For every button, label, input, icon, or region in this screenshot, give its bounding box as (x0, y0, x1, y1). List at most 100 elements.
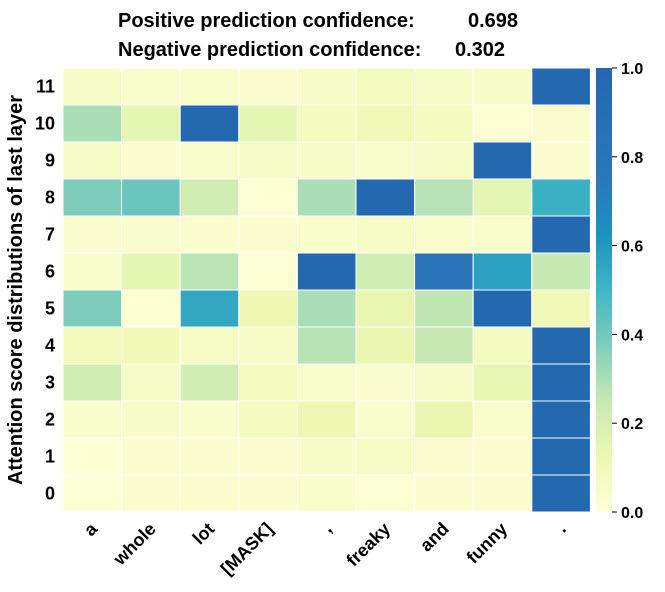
negative-confidence-label: Negative prediction confidence: (118, 39, 421, 61)
y-tick-label: 4 (45, 336, 55, 356)
heatmap-cell (121, 289, 181, 328)
heatmap-cell (472, 400, 533, 439)
negative-confidence-value: 0.302 (455, 39, 505, 61)
heatmap-cell (62, 252, 123, 291)
heatmap-cell (238, 178, 298, 217)
heatmap-cell (179, 400, 240, 439)
heatmap-cell (355, 437, 416, 476)
heatmap-cell (472, 215, 533, 254)
heatmap-cell (62, 474, 123, 513)
heatmap-cell (179, 437, 240, 476)
heatmap-cell (62, 67, 123, 106)
heatmap-cell (355, 289, 416, 328)
heatmap-cell (355, 141, 416, 180)
heatmap-cell (472, 363, 533, 402)
heatmap-cell (296, 400, 357, 439)
y-tick-label: 11 (36, 77, 55, 97)
heatmap-cell (355, 474, 416, 513)
heatmap-cell (238, 141, 298, 180)
heatmap-cell (179, 178, 240, 217)
heatmap-cell (296, 104, 357, 143)
heatmap-cell (179, 104, 240, 143)
heatmap-cell (472, 289, 533, 328)
y-tick-label: 10 (35, 114, 55, 134)
heatmap-cell (296, 178, 357, 217)
heatmap-cell (472, 437, 533, 476)
y-tick-label: 3 (45, 373, 55, 393)
heatmap-cell (121, 326, 181, 365)
y-tick-label: 2 (45, 410, 55, 430)
heatmap-cell (355, 178, 416, 217)
x-tick-label: [MASK] (217, 519, 277, 579)
heatmap-cell (531, 437, 591, 476)
y-tick-label: 0 (45, 484, 55, 504)
heatmap-cell (238, 326, 298, 365)
heatmap-cell (355, 400, 416, 439)
heatmap-cell (238, 400, 298, 439)
heatmap-cell (296, 141, 357, 180)
colorbar-tick-label: 0.0 (621, 505, 643, 522)
heatmap-cell (472, 178, 533, 217)
heatmap-cell (296, 326, 357, 365)
colorbar-tick-label: 0.6 (621, 239, 643, 256)
heatmap-cell (531, 215, 591, 254)
heatmap-cell (62, 326, 123, 365)
heatmap-cell (296, 437, 357, 476)
heatmap-cell (121, 363, 181, 402)
heatmap-cell (121, 252, 181, 291)
heatmap-cell (62, 363, 123, 402)
heatmap-cell (531, 326, 591, 365)
confidence-header: Positive prediction confidence: 0.698 Ne… (118, 10, 518, 61)
heatmap-cell (414, 104, 474, 143)
x-tick-label: and (416, 519, 453, 556)
heatmap-cell (355, 252, 416, 291)
heatmap-cell (531, 363, 591, 402)
y-axis-label: Attention score distributions of last la… (5, 95, 27, 485)
heatmap-cell (62, 104, 123, 143)
colorbar-tick-label: 0.2 (621, 416, 643, 433)
heatmap-cell (179, 67, 240, 106)
colorbar-tick-label: 0.8 (621, 150, 643, 167)
heatmap-cell (414, 252, 474, 291)
heatmap-cell (238, 104, 298, 143)
heatmap-cell (531, 400, 591, 439)
heatmap-cell (472, 67, 533, 106)
heatmap-cell (179, 215, 240, 254)
heatmap-cell (531, 141, 591, 180)
heatmap-cell (531, 178, 591, 217)
heatmap-cell (472, 326, 533, 365)
y-tick-label: 8 (45, 188, 55, 208)
heatmap-cell (414, 474, 474, 513)
colorbar (596, 68, 612, 512)
heatmap-cell (472, 474, 533, 513)
heatmap-cell (414, 178, 474, 217)
y-tick-label: 7 (45, 225, 55, 245)
heatmap-cell (414, 141, 474, 180)
heatmap-cell (62, 437, 123, 476)
y-tick-label: 1 (45, 447, 55, 467)
positive-confidence-label: Positive prediction confidence: (118, 10, 415, 32)
heatmap-cell (355, 326, 416, 365)
heatmap-cell (296, 215, 357, 254)
heatmap-cell (238, 289, 298, 328)
heatmap-cells (62, 67, 591, 513)
heatmap-cell (414, 67, 474, 106)
heatmap-cell (355, 215, 416, 254)
heatmap-cell (62, 178, 123, 217)
heatmap-cell (472, 104, 533, 143)
heatmap-cell (414, 437, 474, 476)
heatmap-cell (121, 437, 181, 476)
heatmap-cell (238, 474, 298, 513)
x-tick-label: freaky (342, 519, 394, 571)
heatmap-cell (238, 437, 298, 476)
heatmap-cell (121, 141, 181, 180)
colorbar-ticks: 0.0 0.2 0.4 0.6 0.8 1.0 (612, 61, 643, 522)
x-tick-label: whole (109, 519, 160, 570)
x-tick-label: lot (189, 519, 219, 549)
colorbar-tick-label: 0.4 (621, 327, 643, 344)
heatmap-cell (472, 141, 533, 180)
y-tick-label: 6 (45, 262, 55, 282)
x-tick-label: . (552, 519, 570, 537)
